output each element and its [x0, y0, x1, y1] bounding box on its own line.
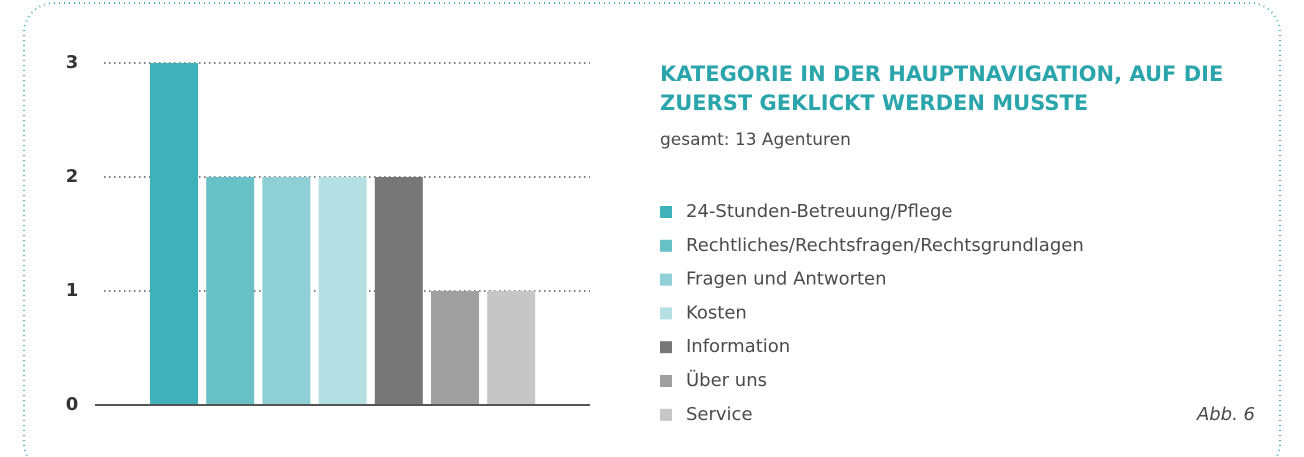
legend-swatch: [660, 273, 672, 286]
legend-swatch: [660, 307, 672, 320]
legend-swatch: [660, 206, 672, 218]
bar: [206, 177, 255, 405]
bar: [431, 291, 479, 405]
y-tick-label: 2: [66, 166, 79, 187]
chart-title: ZUERST GEKLICKT WERDEN MUSSTE: [660, 91, 1088, 115]
legend-swatch: [660, 341, 672, 354]
chart-subtitle: gesamt: 13 Agenturen: [660, 130, 851, 150]
bar: [262, 177, 311, 405]
annotation: Abb. 6: [1196, 404, 1255, 425]
y-tick-label: 1: [66, 280, 79, 301]
legend-label: Information: [686, 336, 790, 357]
legend-swatch: [660, 408, 672, 421]
legend-label: Fragen und Antworten: [686, 269, 887, 290]
legend-swatch: [660, 239, 672, 252]
legend-label: Über uns: [686, 369, 767, 391]
legend-label: Service: [686, 404, 753, 425]
bar: [374, 177, 423, 405]
y-tick-label: 3: [66, 52, 79, 73]
legend-label: 24-Stunden-Betreuung/Pflege: [686, 201, 953, 222]
legend-label: Rechtliches/Rechtsfragen/Rechtsgrundlage…: [686, 235, 1084, 256]
bar: [318, 177, 367, 405]
bar: [150, 63, 198, 405]
chart-title: KATEGORIE IN DER HAUPTNAVIGATION, AUF DI…: [660, 62, 1223, 86]
legend-swatch: [660, 375, 672, 387]
bar: [487, 291, 536, 405]
legend-label: Kosten: [686, 302, 747, 323]
y-tick-label: 0: [66, 394, 79, 415]
